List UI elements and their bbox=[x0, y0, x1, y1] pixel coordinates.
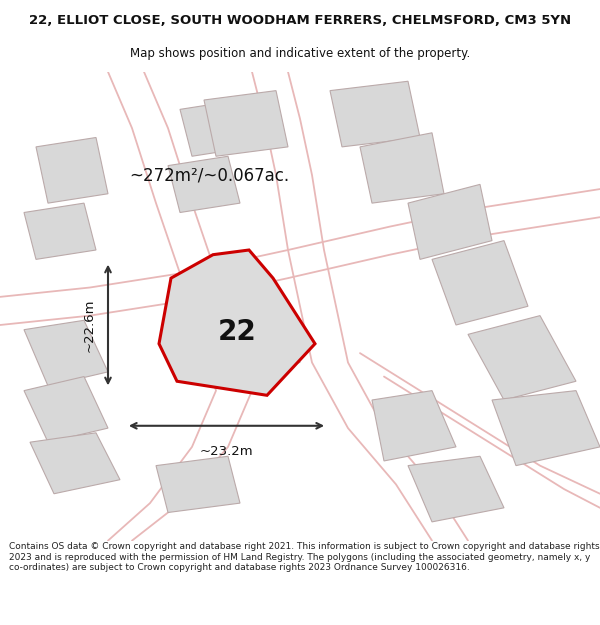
Text: ~23.2m: ~23.2m bbox=[200, 444, 253, 458]
Polygon shape bbox=[30, 432, 120, 494]
Polygon shape bbox=[204, 91, 288, 156]
Polygon shape bbox=[24, 376, 108, 442]
Polygon shape bbox=[360, 132, 444, 203]
Polygon shape bbox=[24, 203, 96, 259]
Polygon shape bbox=[36, 138, 108, 203]
Polygon shape bbox=[24, 320, 108, 386]
Text: ~22.6m: ~22.6m bbox=[83, 298, 96, 352]
Polygon shape bbox=[330, 81, 420, 147]
Polygon shape bbox=[468, 316, 576, 400]
Text: 22: 22 bbox=[218, 318, 256, 346]
Polygon shape bbox=[156, 456, 240, 512]
Polygon shape bbox=[159, 250, 315, 395]
Polygon shape bbox=[168, 156, 240, 212]
Polygon shape bbox=[372, 391, 456, 461]
Polygon shape bbox=[408, 456, 504, 522]
Polygon shape bbox=[216, 311, 300, 376]
Text: 22, ELLIOT CLOSE, SOUTH WOODHAM FERRERS, CHELMSFORD, CM3 5YN: 22, ELLIOT CLOSE, SOUTH WOODHAM FERRERS,… bbox=[29, 14, 571, 27]
Polygon shape bbox=[432, 241, 528, 325]
Polygon shape bbox=[408, 184, 492, 259]
Text: Contains OS data © Crown copyright and database right 2021. This information is : Contains OS data © Crown copyright and d… bbox=[9, 542, 599, 572]
Text: Map shows position and indicative extent of the property.: Map shows position and indicative extent… bbox=[130, 48, 470, 61]
Text: ~272m²/~0.067ac.: ~272m²/~0.067ac. bbox=[129, 166, 289, 184]
Polygon shape bbox=[492, 391, 600, 466]
Polygon shape bbox=[180, 100, 252, 156]
